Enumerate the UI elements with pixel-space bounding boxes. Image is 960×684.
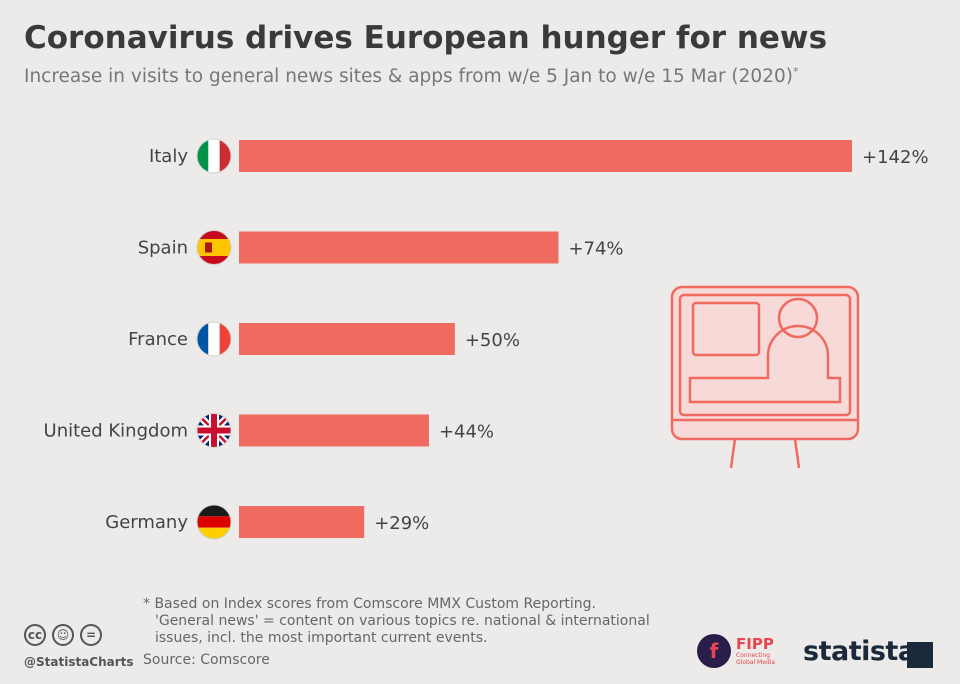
no-derivatives-icon: =	[80, 624, 102, 646]
fipp-tagline-2: Global Media	[736, 659, 776, 666]
category-label: United Kingdom	[44, 421, 188, 442]
bar	[239, 231, 559, 264]
value-label: +44%	[439, 422, 494, 443]
source-label: Source: Comscore	[143, 652, 270, 668]
fipp-tagline-1: Connecting	[736, 652, 771, 659]
value-label: +50%	[465, 330, 520, 351]
bar-row: Germany +29%	[105, 504, 429, 540]
bar	[239, 140, 852, 172]
france-flag-icon	[197, 322, 231, 356]
subtitle-asterisk: *	[792, 65, 799, 78]
category-label: Italy	[149, 146, 188, 167]
footnote: * Based on Index scores from Comscore MM…	[143, 596, 650, 647]
footnote-line-3: issues, incl. the most important current…	[155, 630, 488, 646]
uk-flag-icon	[197, 413, 231, 448]
attribution-icon: ☺	[52, 624, 74, 646]
category-label: Spain	[138, 238, 188, 259]
fipp-name: FIPP	[736, 635, 774, 653]
bar	[239, 323, 455, 355]
value-label: +74%	[568, 239, 623, 260]
bar-row: United Kingdom +44%	[44, 413, 494, 448]
germany-flag-icon	[197, 505, 231, 539]
spain-flag-icon	[197, 230, 231, 265]
value-label: +29%	[374, 513, 429, 534]
category-label: France	[128, 329, 188, 350]
bar	[239, 506, 365, 538]
bar-row: Italy +142%	[149, 138, 929, 174]
computer-monitor-person-icon	[670, 285, 860, 469]
statista-logo: statista	[803, 636, 916, 667]
bar	[239, 414, 429, 447]
bar-row: Spain +74%	[138, 230, 624, 265]
license-icons: cc ☺ =	[24, 624, 102, 646]
value-label: +142%	[862, 147, 929, 168]
chart-subtitle: Increase in visits to general news sites…	[24, 65, 799, 88]
category-label: Germany	[105, 512, 188, 533]
bar-chart: Italy +142% Spain +74% France +50% United King…	[44, 138, 929, 540]
statista-logo-icon	[907, 642, 933, 668]
footnote-line-1: * Based on Index scores from Comscore MM…	[143, 596, 596, 612]
italy-flag-icon	[197, 139, 231, 173]
chart-title: Coronavirus drives European hunger for n…	[24, 20, 828, 56]
fipp-mark-icon: f	[697, 634, 731, 668]
cc-icon: cc	[24, 624, 46, 646]
fipp-logo: f FIPP Connecting Global Media	[697, 634, 775, 668]
statista-handle: @StatistaCharts	[24, 655, 134, 669]
bar-row: France +50%	[128, 321, 520, 357]
footnote-line-2: 'General news' = content on various topi…	[155, 613, 650, 629]
